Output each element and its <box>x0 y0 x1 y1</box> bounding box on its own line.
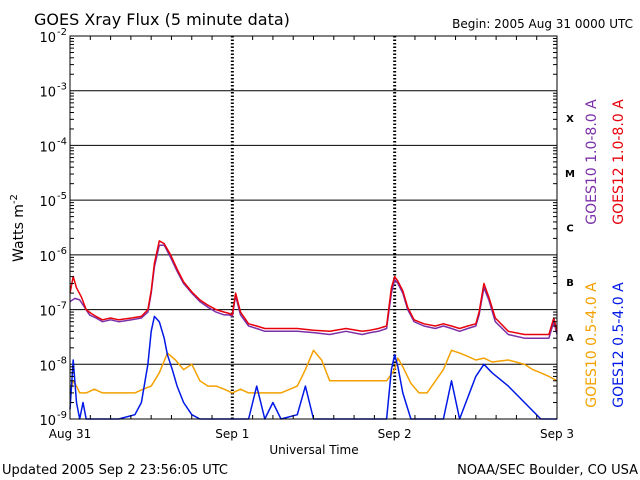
y-tick-exponent: -6 <box>57 246 67 257</box>
y-tick-label: 10 <box>39 31 56 46</box>
y-tick-label: 10 <box>39 250 56 265</box>
x-tick-label: Sep 1 <box>215 427 249 441</box>
flare-class-label: M <box>565 169 575 180</box>
y-tick-exponent: -5 <box>57 191 67 202</box>
legend-entry-1: GOES10 1.0-8.0 A <box>584 99 600 225</box>
y-tick-base: 10 <box>39 305 56 320</box>
x-tick-label: Aug 31 <box>49 427 92 441</box>
x-tick-label: Sep 2 <box>378 427 412 441</box>
y-tick-base: 10 <box>39 250 56 265</box>
flare-class-label: B <box>566 278 574 289</box>
y-tick-label: 10 <box>39 86 56 101</box>
flare-class-label: A <box>566 333 574 344</box>
y-axis-title-text: Watts m <box>11 204 27 262</box>
series-line-3 <box>69 349 558 394</box>
legend-entry-3: GOES10 0.5-4.0 A <box>584 282 600 408</box>
y-tick-exponent: -7 <box>57 301 67 312</box>
y-axis-title-group: Watts m-2 <box>9 194 27 262</box>
footer-credit: NOAA/SEC Boulder, CO USA <box>457 463 638 478</box>
y-tick-exponent: -8 <box>57 355 67 366</box>
flare-class-label: C <box>566 224 573 235</box>
series-line-4 <box>69 315 557 420</box>
y-tick-base: 10 <box>39 31 56 46</box>
legend-entry-4: GOES12 0.5-4.0 A <box>611 282 627 408</box>
begin-label: Begin: 2005 Aug 31 0000 UTC <box>452 17 633 31</box>
chart-title: GOES Xray Flux (5 minute data) <box>34 10 290 29</box>
y-tick-base: 10 <box>39 140 56 155</box>
y-tick-base: 10 <box>39 414 56 429</box>
y-tick-base: 10 <box>39 195 56 210</box>
y-tick-label: 10 <box>39 195 56 210</box>
plot-frame <box>69 35 558 420</box>
x-axis-title: Universal Time <box>269 443 358 457</box>
y-tick-label: 10 <box>39 305 56 320</box>
y-tick-exponent: -2 <box>57 27 67 38</box>
x-tick-label: Sep 3 <box>540 427 574 441</box>
legend-layer: GOES10 1.0-8.0 A GOES12 1.0-8.0 A GOES10 0… <box>584 99 627 408</box>
y-tick-exponent: -3 <box>57 82 67 93</box>
footer-updated: Updated 2005 Sep 2 23:56:05 UTC <box>2 463 228 478</box>
y-axis-title: Watts m-2 <box>9 194 27 262</box>
y-axis-title-sup: -2 <box>9 194 20 204</box>
series-line-2 <box>69 240 558 336</box>
y-tick-base: 10 <box>39 359 56 374</box>
legend-entry-2: GOES12 1.0-8.0 A <box>611 99 627 225</box>
series-line-1 <box>69 244 558 339</box>
y-tick-base: 10 <box>39 86 56 101</box>
y-tick-exponent: -9 <box>57 410 67 421</box>
y-tick-exponent: -4 <box>57 136 67 147</box>
y-tick-label: 10 <box>39 359 56 374</box>
y-tick-label: 10 <box>39 140 56 155</box>
flare-class-label: X <box>566 114 574 125</box>
grid-layer <box>70 35 557 420</box>
series-layer <box>69 240 558 420</box>
y-tick-label: 10 <box>39 414 56 429</box>
